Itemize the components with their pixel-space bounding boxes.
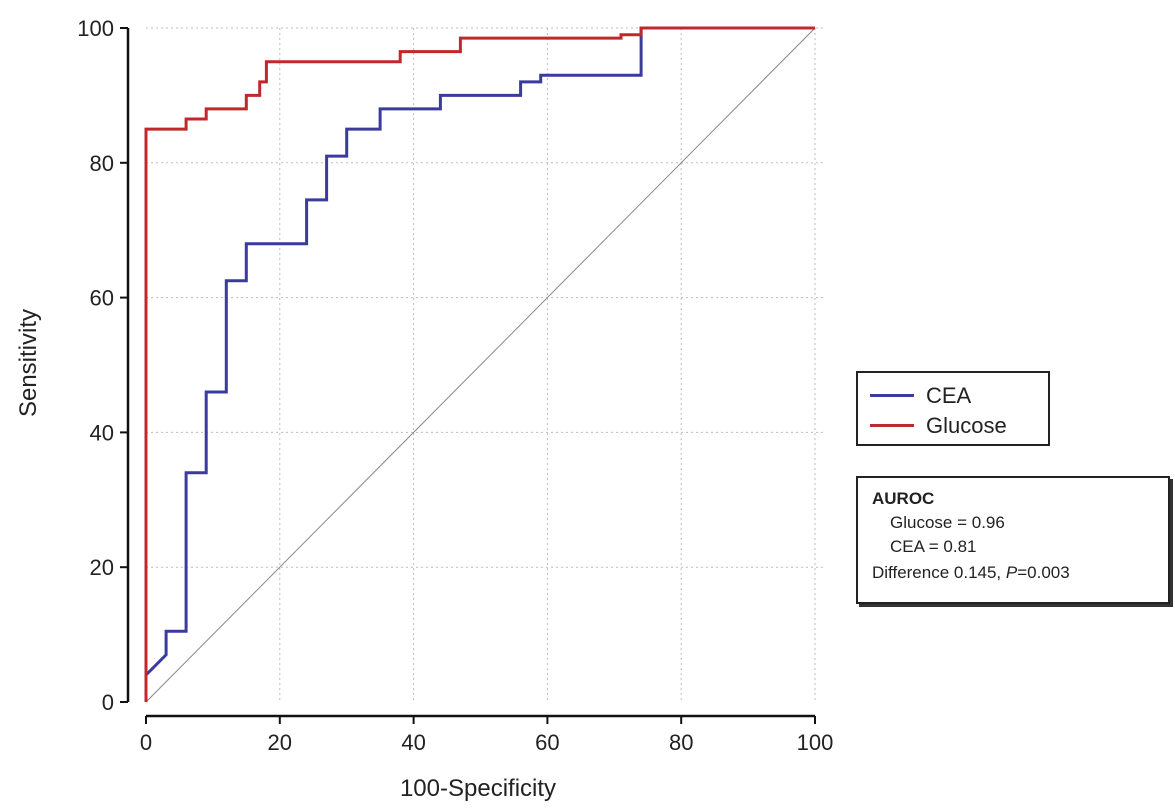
x-axis-title: 100-Specificity [400, 775, 556, 802]
auroc-title: AUROC [872, 489, 935, 508]
auroc-p-label: P [1005, 563, 1018, 582]
y-tick-label: 60 [90, 286, 114, 311]
x-tick-label: 80 [669, 730, 693, 755]
legend-item-glucose: Glucose [858, 411, 1048, 441]
y-axis-title: Sensitivity [15, 309, 42, 417]
auroc-annotation-box: AUROC Glucose = 0.96 CEA = 0.81 Differen… [856, 476, 1170, 604]
auroc-p-value: =0.003 [1017, 563, 1070, 582]
x-tick-label: 40 [401, 730, 425, 755]
x-tick-label: 60 [535, 730, 559, 755]
y-tick-label: 100 [77, 16, 114, 41]
legend-label-cea: CEA [926, 383, 972, 408]
tick-labels: 0 20 40 60 80 100 0 20 40 60 80 100 [77, 16, 833, 755]
y-tick-label: 20 [90, 555, 114, 580]
series-line-glucose [144, 26, 815, 702]
auroc-cea: CEA = 0.81 [890, 537, 977, 556]
reference-diagonal [145, 27, 816, 703]
axes [120, 27, 816, 724]
x-tick-label: 0 [140, 730, 152, 755]
x-tick-label: 20 [268, 730, 292, 755]
diagonal-reference-line [145, 27, 816, 703]
legend-swatch-glucose [870, 424, 914, 427]
auroc-difference-text: Difference 0.145, [872, 563, 1006, 582]
auroc-glucose: Glucose = 0.96 [890, 513, 1005, 532]
y-tick-label: 80 [90, 151, 114, 176]
grid-lines [146, 27, 825, 702]
series-line-cea [144, 26, 815, 702]
x-tick-label: 100 [797, 730, 834, 755]
y-tick-label: 0 [102, 690, 114, 715]
legend-swatch-cea [870, 394, 914, 397]
roc-curves [144, 26, 815, 702]
auroc-difference: Difference 0.145, P=0.003 [872, 562, 1070, 584]
legend-label-glucose: Glucose [926, 413, 1007, 438]
y-tick-label: 40 [90, 420, 114, 445]
legend-item-cea: CEA [858, 381, 1048, 411]
legend: CEA Glucose [856, 371, 1050, 446]
